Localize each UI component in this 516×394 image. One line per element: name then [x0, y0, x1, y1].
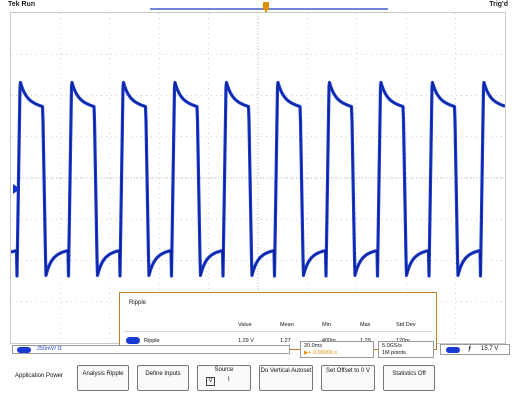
- time-per-div: 20.0ms: [304, 343, 323, 349]
- menu-set-offset-label: Set Offset to 0 V: [326, 368, 370, 374]
- row-name: Ripple: [144, 338, 160, 344]
- ch1-badge-icon: [446, 347, 460, 353]
- acquisition-readout[interactable]: 5.0GS/s 1M points: [378, 341, 434, 358]
- ripple-waveform-core: [11, 82, 505, 277]
- menu-application-power[interactable]: Application Power: [14, 365, 64, 391]
- menu-analysis-ripple-label: Analysis Ripple: [82, 371, 124, 377]
- menu-do-vertical-autoset[interactable]: Do Vertical Autoset: [259, 365, 313, 391]
- menu-do-vertical-autoset-label: Do Vertical Autoset: [260, 368, 312, 374]
- menu-source-label: Source: [214, 367, 234, 373]
- record-length: 1M points: [382, 350, 406, 356]
- waveform-display[interactable]: Ripple Value Mean Min Max Std Dev Ripple…: [10, 12, 506, 350]
- trigger-position-icon[interactable]: [263, 2, 269, 10]
- sample-rate: 5.0GS/s: [382, 343, 402, 349]
- ch1-badge-icon: [17, 347, 31, 353]
- menu-application-power-label: Application Power: [14, 373, 64, 379]
- time-position: ▶+ 0.00000 s: [304, 350, 338, 356]
- acquisition-status: Tek Run: [8, 1, 36, 8]
- measurement-divider: [124, 331, 432, 332]
- trigger-slope-icon: ƒ: [468, 346, 472, 352]
- row-value: 1.29 V: [238, 338, 254, 344]
- source-voltage-checkbox[interactable]: V: [206, 377, 215, 386]
- menu-define-inputs-label: Define Inputs: [145, 371, 181, 377]
- timebase-readout[interactable]: 20.0ms ▶+ 0.00000 s: [300, 341, 374, 358]
- source-current-option[interactable]: I: [228, 377, 230, 383]
- menu-source[interactable]: Source V I: [197, 365, 251, 391]
- row-mean: 1.27: [280, 338, 291, 344]
- col-min: Min: [322, 322, 331, 328]
- col-mean: Mean: [280, 322, 294, 328]
- trigger-level: 15.7 V: [481, 346, 499, 352]
- menu-statistics-label: Statistics Off: [392, 371, 426, 377]
- waveform-graticule: [11, 13, 505, 343]
- record-view-bar: [150, 8, 388, 10]
- menu-define-inputs[interactable]: Define Inputs: [137, 365, 189, 391]
- col-max: Max: [360, 322, 371, 328]
- measurement-panel-title: Ripple: [129, 300, 147, 306]
- trigger-status: Trig'd: [489, 1, 508, 8]
- menu-analysis-ripple[interactable]: Analysis Ripple: [77, 365, 129, 391]
- ch1-badge-icon: [126, 337, 140, 344]
- menu-set-offset[interactable]: Set Offset to 0 V: [321, 365, 375, 391]
- channel-scale: 250mV/ Ω: [37, 346, 62, 352]
- col-value: Value: [238, 322, 252, 328]
- col-std-dev: Std Dev: [396, 322, 416, 328]
- channel-readout[interactable]: 250mV/ Ω: [12, 345, 290, 354]
- menu-statistics[interactable]: Statistics Off: [383, 365, 435, 391]
- trigger-readout[interactable]: ƒ 15.7 V: [440, 344, 510, 355]
- ch1-ground-marker-icon[interactable]: [13, 184, 20, 194]
